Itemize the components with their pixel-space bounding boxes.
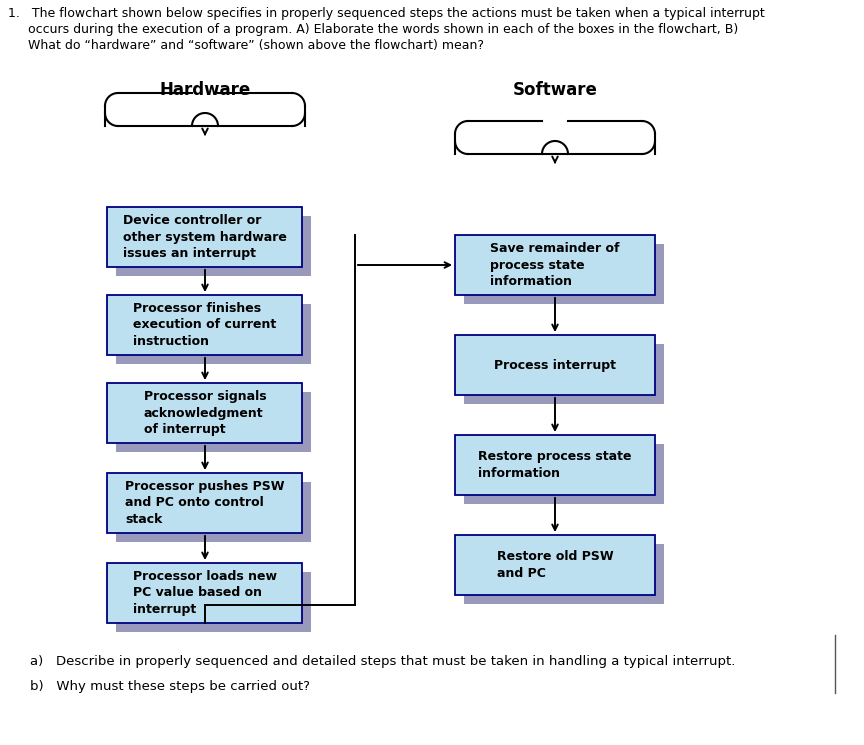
Text: What do “hardware” and “software” (shown above the flowchart) mean?: What do “hardware” and “software” (shown… xyxy=(8,39,484,52)
Text: Process interrupt: Process interrupt xyxy=(494,358,616,372)
FancyBboxPatch shape xyxy=(117,392,312,452)
FancyBboxPatch shape xyxy=(455,435,655,495)
Text: Software: Software xyxy=(512,81,597,99)
FancyBboxPatch shape xyxy=(464,544,664,604)
FancyBboxPatch shape xyxy=(455,335,655,395)
FancyBboxPatch shape xyxy=(117,216,312,276)
FancyBboxPatch shape xyxy=(455,535,655,595)
Text: a)   Describe in properly sequenced and detailed steps that must be taken in han: a) Describe in properly sequenced and de… xyxy=(30,655,735,668)
FancyBboxPatch shape xyxy=(107,473,302,533)
FancyBboxPatch shape xyxy=(464,344,664,404)
FancyBboxPatch shape xyxy=(117,304,312,364)
Text: Processor signals
acknowledgment
of interrupt: Processor signals acknowledgment of inte… xyxy=(143,390,266,436)
FancyBboxPatch shape xyxy=(464,244,664,304)
FancyBboxPatch shape xyxy=(464,444,664,504)
Text: 1.   The flowchart shown below specifies in properly sequenced steps the actions: 1. The flowchart shown below specifies i… xyxy=(8,7,765,20)
FancyBboxPatch shape xyxy=(107,563,302,623)
FancyBboxPatch shape xyxy=(107,383,302,443)
FancyBboxPatch shape xyxy=(455,235,655,295)
FancyBboxPatch shape xyxy=(117,572,312,632)
Text: Save remainder of
process state
information: Save remainder of process state informat… xyxy=(490,242,619,288)
Text: Processor loads new
PC value based on
interrupt: Processor loads new PC value based on in… xyxy=(133,570,277,616)
Text: Device controller or
other system hardware
issues an interrupt: Device controller or other system hardwa… xyxy=(123,214,287,260)
Text: b)   Why must these steps be carried out?: b) Why must these steps be carried out? xyxy=(30,680,310,693)
Text: Processor pushes PSW
and PC onto control
stack: Processor pushes PSW and PC onto control… xyxy=(125,480,285,526)
Text: occurs during the execution of a program. A) Elaborate the words shown in each o: occurs during the execution of a program… xyxy=(8,23,738,36)
FancyBboxPatch shape xyxy=(117,482,312,542)
Text: Restore process state
information: Restore process state information xyxy=(479,450,632,480)
Text: Hardware: Hardware xyxy=(159,81,251,99)
FancyBboxPatch shape xyxy=(107,207,302,267)
FancyBboxPatch shape xyxy=(107,295,302,355)
Text: Restore old PSW
and PC: Restore old PSW and PC xyxy=(497,551,613,580)
Text: Processor finishes
execution of current
instruction: Processor finishes execution of current … xyxy=(133,302,276,348)
